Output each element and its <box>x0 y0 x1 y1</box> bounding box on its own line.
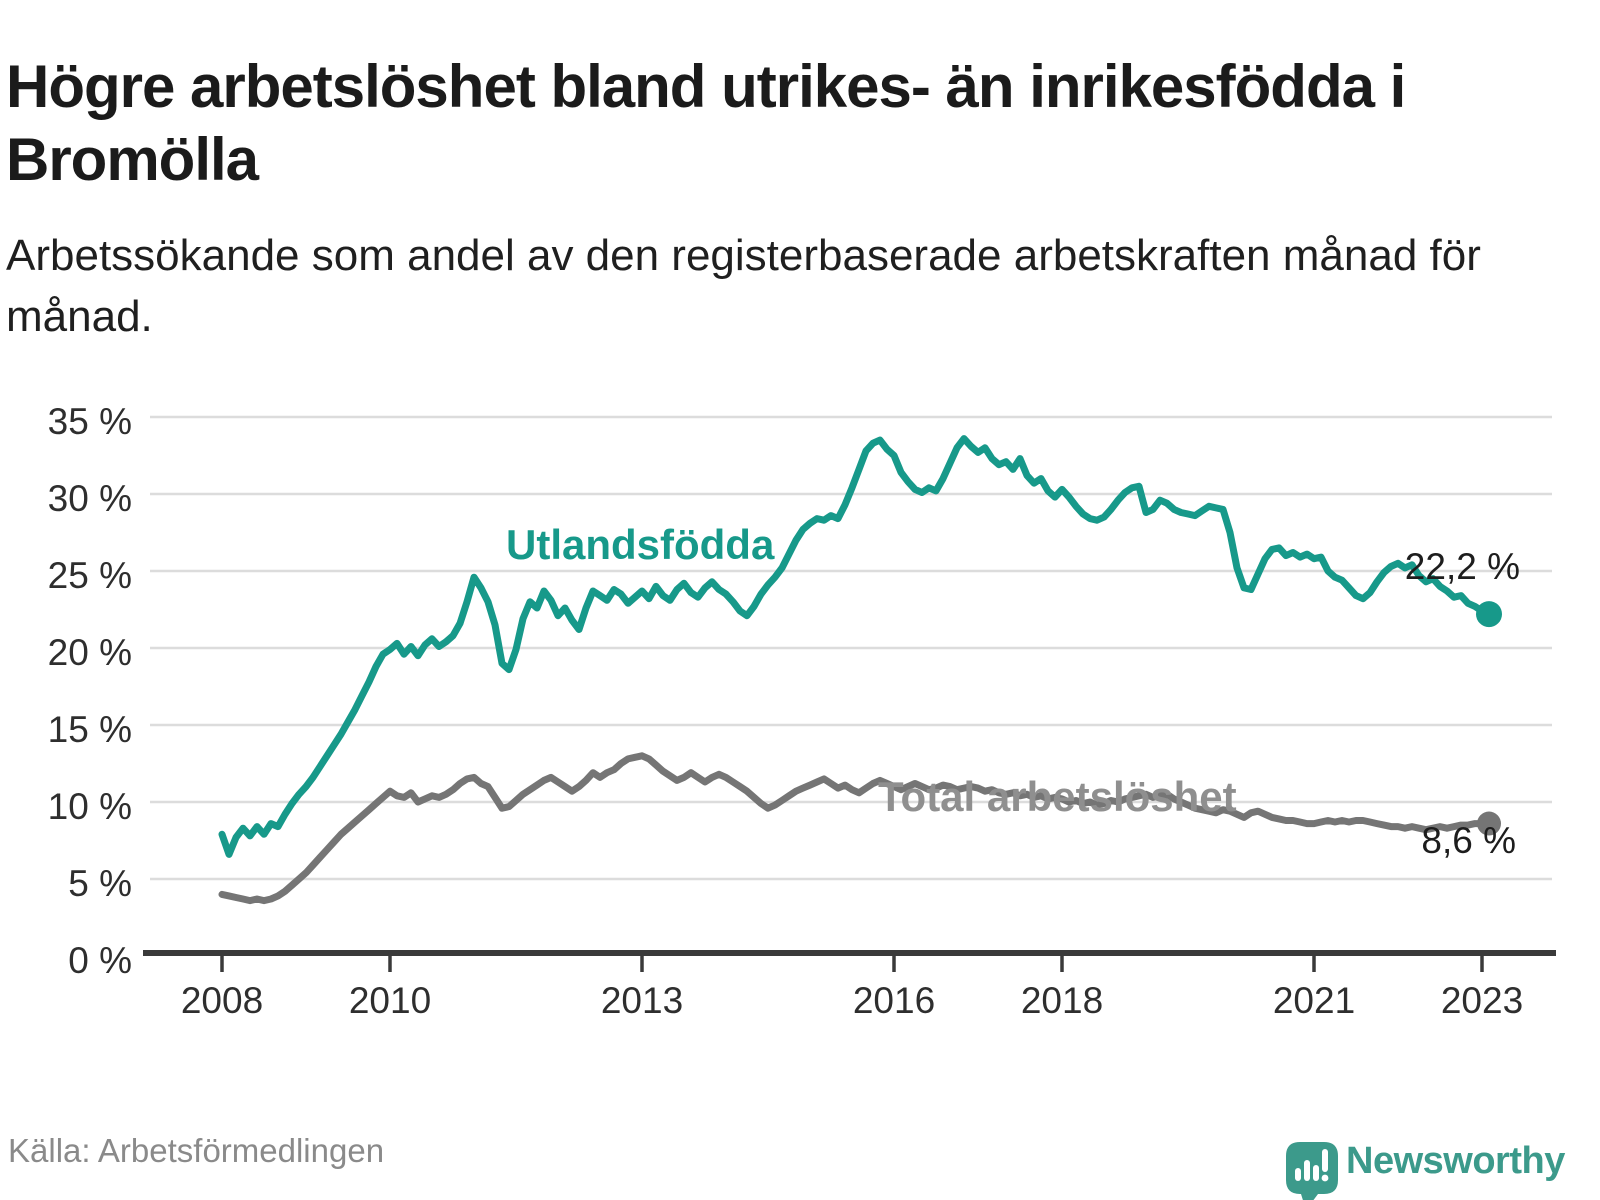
series-line-utlandsfodda <box>218 435 1493 858</box>
end-value-label-total: 8,6 % <box>1421 820 1516 861</box>
series-label-utlandsfodda: Utlandsfödda <box>506 521 775 568</box>
newsworthy-brand-text: Newsworthy <box>1346 1140 1565 1182</box>
x-axis-tick-label: 2018 <box>1020 980 1104 1021</box>
chart-subtitle: Arbetssökande som andel av den registerb… <box>6 231 1481 341</box>
y-axis-tick-label: 10 % <box>47 786 132 827</box>
x-axis-tick-label: 2013 <box>600 980 684 1021</box>
page-title: Högre arbetslöshet bland utrikes- än inr… <box>6 53 1406 194</box>
x-axis-tick-label: 2021 <box>1272 980 1356 1021</box>
newsworthy-logo-icon <box>1286 1142 1338 1200</box>
y-axis-tick-label: 20 % <box>47 632 132 673</box>
series-lines-group <box>218 435 1502 905</box>
y-axis-tick-label: 0 % <box>68 940 132 981</box>
series-end-dot-total <box>1477 811 1501 836</box>
y-axis-tick-label: 5 % <box>68 863 132 904</box>
end-value-label-utlandsfodda: 22,2 % <box>1404 546 1520 587</box>
x-axis-tick-label: 2016 <box>852 980 936 1021</box>
x-axis-tick-label: 2008 <box>180 980 264 1021</box>
series-line-total <box>218 752 1493 905</box>
y-axis-tick-label: 30 % <box>47 478 132 519</box>
y-axis-tick-label: 35 % <box>47 401 132 442</box>
y-axis-tick-label: 25 % <box>47 555 132 596</box>
series-end-dot-utlandsfodda <box>1476 601 1502 628</box>
x-axis-tick-label: 2023 <box>1440 980 1524 1021</box>
x-axis-group <box>143 950 1556 972</box>
source-note: Källa: Arbetsförmedlingen <box>8 1132 385 1169</box>
series-label-total-arbetsloshet: Total arbetslöshet <box>878 773 1237 820</box>
x-axis-tick-label: 2010 <box>348 980 432 1021</box>
y-axis-tick-label: 15 % <box>47 709 132 750</box>
